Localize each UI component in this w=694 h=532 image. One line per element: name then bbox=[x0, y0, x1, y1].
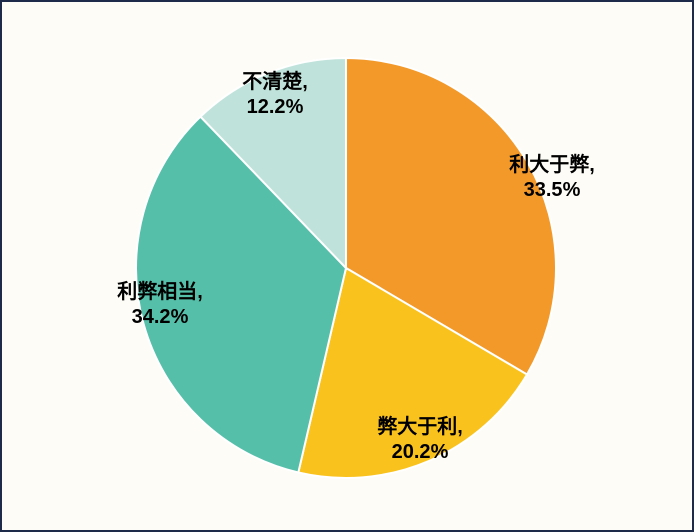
pie-slice-label: 不清楚,12.2% bbox=[242, 70, 308, 120]
slice-label-name: 利大于弊 bbox=[509, 154, 589, 176]
slice-label-value: 12.2 bbox=[247, 96, 286, 118]
pie-slice-label: 利大于弊,33.5% bbox=[509, 153, 595, 203]
slice-label-value: 33.5 bbox=[524, 179, 563, 201]
pie-slice-label: 弊大于利,20.2% bbox=[377, 415, 463, 465]
slice-label-name: 弊大于利 bbox=[377, 416, 457, 438]
slice-label-value: 34.2 bbox=[132, 306, 171, 328]
pie-slice-label: 利弊相当,34.2% bbox=[117, 280, 203, 330]
slice-label-name: 利弊相当 bbox=[117, 281, 197, 303]
pie-chart-container: 利大于弊,33.5% 弊大于利,20.2% 利弊相当,34.2% 不清楚,12.2% bbox=[0, 0, 694, 532]
pie-chart bbox=[0, 0, 694, 532]
slice-label-value: 20.2 bbox=[392, 441, 431, 463]
slice-label-name: 不清楚 bbox=[242, 71, 302, 93]
